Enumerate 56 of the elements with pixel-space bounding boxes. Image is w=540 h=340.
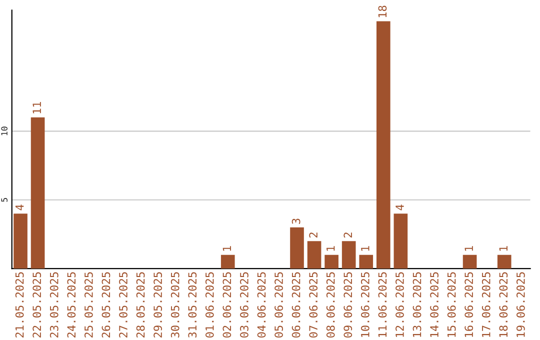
bar xyxy=(394,214,408,269)
x-tick-label: 09.06.2025 xyxy=(344,272,352,338)
x-tick-label: 30.05.2025 xyxy=(170,272,180,338)
bar xyxy=(307,241,322,269)
x-tick-label: 28.05.2025 xyxy=(136,272,145,338)
bar xyxy=(376,21,390,269)
data-label: 4 xyxy=(16,204,24,210)
data-label: 1 xyxy=(499,246,508,251)
x-tick-label: 07.06.2025 xyxy=(309,272,318,338)
bar xyxy=(359,254,374,269)
x-tick-label: 24.05.2025 xyxy=(67,272,76,338)
data-label: 4 xyxy=(396,204,404,210)
data-label: 18 xyxy=(378,6,387,18)
x-tick-label: 29.05.2025 xyxy=(154,272,162,338)
x-tick-label: 18.06.2025 xyxy=(499,272,508,337)
bar xyxy=(30,117,45,269)
x-tick-label: 06.06.2025 xyxy=(292,272,300,338)
data-label: 1 xyxy=(326,246,335,251)
data-label: 3 xyxy=(292,218,300,224)
data-label: 1 xyxy=(464,246,473,251)
x-tick-label: 12.06.2025 xyxy=(396,272,404,337)
x-tick-label: 16.06.2025 xyxy=(464,272,474,337)
bar xyxy=(14,214,28,269)
x-tick-label: 13.06.2025 xyxy=(412,272,422,337)
x-tick-label: 17.06.2025 xyxy=(482,272,490,337)
bar xyxy=(497,254,512,269)
x-tick-label: 10.06.2025 xyxy=(360,272,370,337)
x-tick-label: 01.06.2025 xyxy=(205,272,214,338)
data-label: 2 xyxy=(344,232,352,238)
x-tick-label: 04.06.2025 xyxy=(257,272,266,338)
data-label: 2 xyxy=(309,232,318,238)
x-tick-label: 25.05.2025 xyxy=(84,272,93,338)
data-label: 11 xyxy=(32,102,41,114)
x-tick-label: 19.06.2025 xyxy=(516,272,525,337)
bar xyxy=(462,254,477,269)
x-tick-label: 21.05.2025 xyxy=(15,272,24,338)
data-label: 1 xyxy=(222,246,231,251)
x-tick-label: 27.05.2025 xyxy=(119,272,128,338)
x-tick-label: 15.06.2025 xyxy=(447,272,456,337)
x-tick-label: 23.05.2025 xyxy=(50,272,58,338)
bar xyxy=(324,254,338,269)
x-tick-label: 03.06.2025 xyxy=(240,272,248,338)
x-tick-label: 22.05.2025 xyxy=(32,272,42,338)
bar xyxy=(342,241,356,269)
x-tick-label: 31.05.2025 xyxy=(188,272,197,338)
x-tick-label: 14.06.2025 xyxy=(430,272,438,337)
x-tick-label: 11.06.2025 xyxy=(378,272,387,337)
y-tick-label: 5 xyxy=(1,198,8,202)
data-label: 1 xyxy=(361,246,370,251)
y-tick-label: 10 xyxy=(1,126,8,136)
x-tick-label: 26.05.2025 xyxy=(102,272,110,338)
bar xyxy=(290,227,304,269)
x-tick-label: 05.06.2025 xyxy=(274,272,283,338)
x-tick-label: 02.06.2025 xyxy=(222,272,232,338)
bar xyxy=(220,254,235,269)
x-tick-label: 08.06.2025 xyxy=(326,272,335,338)
